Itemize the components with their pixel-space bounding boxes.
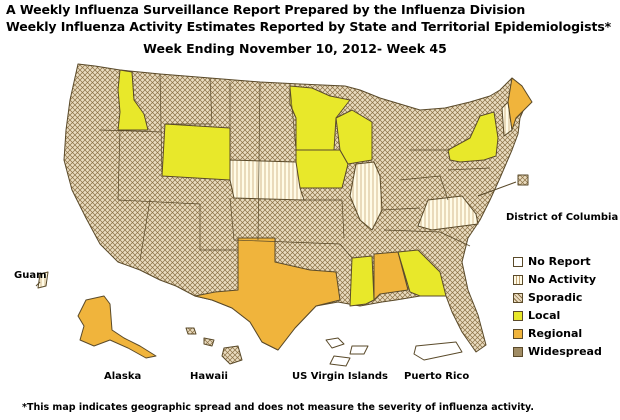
territory-puerto-rico <box>413 341 463 361</box>
report-title: A Weekly Influenza Surveillance Report P… <box>6 2 526 17</box>
state-illinois <box>349 161 383 231</box>
legend-label: No Report <box>528 255 591 268</box>
state-maine <box>507 77 533 131</box>
label-district-of-columbia: District of Columbia <box>506 212 619 223</box>
label-hawaii: Hawaii <box>190 371 228 382</box>
state-georgia <box>397 249 447 297</box>
label-guam: Guam <box>14 270 47 281</box>
legend-label: Regional <box>528 327 583 340</box>
swatch-sporadic <box>513 293 523 303</box>
territory-us-virgin-islands <box>325 337 369 367</box>
state-new-york <box>447 111 499 163</box>
label-us-virgin-islands: US Virgin Islands <box>292 371 388 382</box>
state-minnesota <box>289 85 351 151</box>
swatch-no-activity <box>513 275 523 285</box>
state-wyoming <box>161 123 231 181</box>
dc-box <box>517 174 529 186</box>
label-alaska: Alaska <box>104 371 142 382</box>
legend-label: Widespread <box>528 345 602 358</box>
legend-label: Local <box>528 309 561 322</box>
state-alabama <box>373 251 409 301</box>
state-iowa <box>295 149 349 189</box>
state-wisconsin <box>335 109 373 165</box>
state-mississippi <box>349 255 375 307</box>
footnote: *This map indicates geographic spread an… <box>22 402 534 413</box>
swatch-local <box>513 311 523 321</box>
report-subtitle-line: Weekly Influenza Activity Estimates Repo… <box>6 19 612 34</box>
swatch-regional <box>513 329 523 339</box>
state-alaska <box>77 295 157 359</box>
state-nebraska <box>229 159 305 201</box>
state-texas <box>194 237 341 351</box>
state-hawaii <box>185 327 243 365</box>
swatch-widespread <box>513 347 523 357</box>
legend-label: No Activity <box>528 273 597 286</box>
week-subtitle: Week Ending November 10, 2012- Week 45 <box>143 41 447 56</box>
label-puerto-rico: Puerto Rico <box>404 371 470 382</box>
swatch-no-report <box>513 257 523 267</box>
legend-label: Sporadic <box>528 291 583 304</box>
dc-pointer <box>477 181 517 197</box>
state-virginia <box>417 195 479 231</box>
